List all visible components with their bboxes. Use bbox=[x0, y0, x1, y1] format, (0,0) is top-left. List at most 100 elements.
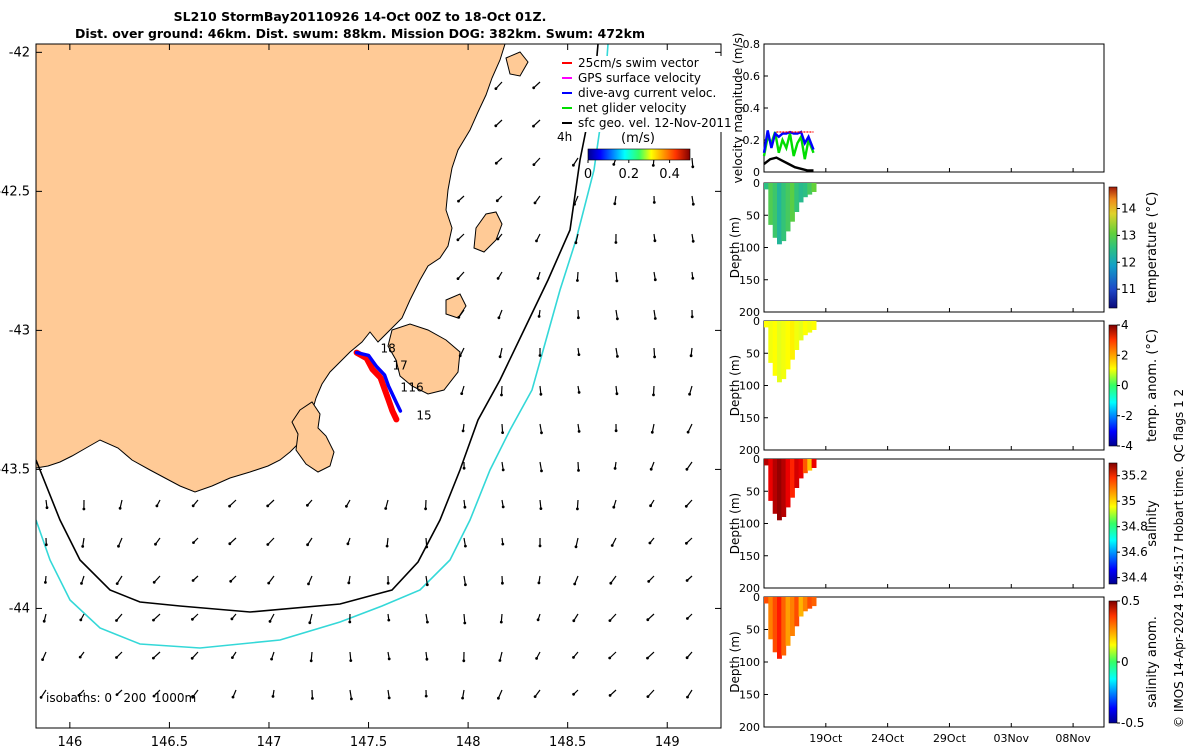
geo-velocity-arrow bbox=[349, 689, 352, 699]
island-north bbox=[505, 51, 529, 77]
geo-velocity-arrow bbox=[574, 575, 579, 585]
panel-colorbar bbox=[1108, 600, 1118, 724]
geo-velocity-arrow bbox=[495, 119, 503, 127]
geo-velocity-arrowhead bbox=[690, 315, 694, 319]
geo-velocity-arrowhead bbox=[651, 164, 655, 167]
geo-velocity-arrowhead bbox=[648, 541, 652, 545]
geo-velocity-arrow bbox=[609, 613, 617, 622]
map-x-tick-label: 147.5 bbox=[350, 735, 387, 750]
geo-velocity-arrowhead bbox=[457, 315, 461, 319]
geo-velocity-arrowhead bbox=[577, 430, 581, 433]
geo-velocity-arrowhead bbox=[425, 583, 429, 587]
profile-column bbox=[764, 597, 769, 604]
profile-column bbox=[811, 321, 817, 330]
profile-column bbox=[811, 459, 817, 468]
panel-y-tick-label: 200 bbox=[739, 306, 760, 319]
panel-y-tick-label: 100 bbox=[739, 242, 760, 255]
panel-colorbar bbox=[1108, 462, 1118, 585]
geo-velocity-arrowhead bbox=[501, 468, 505, 472]
geo-velocity-arrowhead bbox=[267, 581, 271, 585]
geo-velocity-arrowhead bbox=[685, 579, 689, 582]
geo-velocity-arrow bbox=[533, 119, 541, 127]
panel-colorbars: 11 12 13 14 temperature (°C) -4 -2 0 2 4 temp. ano… bbox=[1108, 186, 1160, 730]
geo-velocity-arrow bbox=[500, 385, 503, 396]
profile-column bbox=[802, 459, 808, 474]
panel-y-tick-label: 50 bbox=[746, 209, 760, 222]
geo-velocity-arrowhead bbox=[45, 506, 49, 510]
geo-velocity-arrowhead bbox=[464, 583, 467, 587]
track-day-label: 15 bbox=[416, 408, 431, 422]
profile-column bbox=[772, 321, 778, 376]
geo-velocity-arrowhead bbox=[686, 695, 689, 699]
profile-column bbox=[785, 459, 791, 508]
geo-velocity-arrowhead bbox=[228, 504, 232, 508]
panel-y-tick-label: 0 bbox=[753, 453, 760, 466]
isobath-1000m bbox=[36, 44, 609, 649]
geo-velocity-arrowhead bbox=[539, 507, 543, 510]
geo-velocity-arrow bbox=[647, 613, 655, 621]
panel-frame bbox=[763, 43, 1105, 173]
panel-y-tick-label: 0.8 bbox=[743, 38, 761, 51]
panel-colorbar-tick-label: 4 bbox=[1121, 318, 1129, 332]
geo-velocity-arrowhead bbox=[535, 657, 538, 660]
panel-colorbar-tick-label: 34.4 bbox=[1121, 571, 1148, 585]
geo-velocity-arrowhead bbox=[231, 656, 234, 659]
map-y-tick-label: -44 bbox=[9, 601, 30, 616]
profile-column bbox=[794, 321, 800, 350]
series-line bbox=[763, 156, 814, 172]
colorbar-tick-label: 0.2 bbox=[618, 167, 639, 182]
geo-velocity-arrowhead bbox=[691, 202, 695, 206]
panel-y-axis-label: velocity magnitude (m/s) bbox=[731, 33, 745, 184]
geo-velocity-arrow bbox=[686, 689, 693, 698]
geo-velocity-arrowhead bbox=[689, 354, 693, 358]
track-day-label: 16 bbox=[408, 381, 423, 395]
geo-velocity-arrowhead bbox=[540, 469, 543, 473]
geo-velocity-arrow bbox=[463, 575, 466, 585]
panel-y-tick-label: 200 bbox=[739, 444, 760, 457]
geo-velocity-arrow bbox=[539, 461, 543, 471]
profile-column bbox=[772, 459, 778, 514]
geo-velocity-arrowhead bbox=[616, 317, 619, 321]
panel-colorbar-tick-label: 2 bbox=[1121, 348, 1129, 362]
geo-velocity-arrowhead bbox=[537, 315, 541, 318]
panel-y-axis-label: Depth (m) bbox=[728, 355, 742, 416]
geo-velocity-arrowhead bbox=[463, 505, 467, 509]
geo-velocity-arrowhead bbox=[614, 429, 618, 433]
geo-velocity-arrowhead bbox=[118, 506, 122, 510]
geo-velocity-arrowhead bbox=[691, 165, 695, 169]
geo-velocity-arrowhead bbox=[461, 696, 464, 700]
geo-velocity-arrowhead bbox=[387, 657, 391, 661]
geo-velocity-arrowhead bbox=[346, 542, 350, 546]
geo-velocity-arrow bbox=[653, 347, 656, 357]
geo-velocity-arrowhead bbox=[616, 355, 619, 358]
legend-label: GPS surface velocity bbox=[578, 71, 701, 85]
geo-velocity-arrowhead bbox=[501, 542, 505, 546]
geo-velocity-arrowhead bbox=[691, 239, 695, 243]
geo-velocity-arrow bbox=[458, 309, 465, 318]
geo-velocity-arrowhead bbox=[387, 696, 391, 700]
panel-y-tick-label: 0 bbox=[753, 166, 760, 179]
geo-velocity-arrowhead bbox=[609, 581, 613, 585]
geo-velocity-arrowhead bbox=[533, 695, 537, 698]
profile-column bbox=[764, 459, 769, 466]
panel-colorbar-tick-label: 11 bbox=[1121, 282, 1136, 296]
panel-y-tick-label: 150 bbox=[739, 689, 760, 702]
profile-column bbox=[798, 459, 804, 479]
geo-velocity-arrowhead bbox=[688, 392, 691, 396]
geo-velocity-arrow bbox=[457, 271, 465, 280]
geo-velocity-arrowhead bbox=[191, 695, 195, 699]
geo-velocity-arrowhead bbox=[345, 504, 348, 508]
profile-column bbox=[811, 183, 817, 192]
peninsula-landmass bbox=[387, 323, 461, 395]
geo-velocity-arrow bbox=[691, 157, 694, 167]
geo-velocity-arrowhead bbox=[652, 201, 656, 204]
geo-velocity-arrowhead bbox=[577, 316, 580, 320]
geo-velocity-arrowhead bbox=[615, 392, 619, 396]
geo-velocity-arrowhead bbox=[152, 656, 155, 660]
geo-velocity-arrow bbox=[459, 347, 465, 357]
geo-velocity-arrowhead bbox=[577, 391, 581, 394]
profile-column bbox=[794, 459, 800, 488]
geo-velocity-arrowhead bbox=[386, 581, 390, 585]
